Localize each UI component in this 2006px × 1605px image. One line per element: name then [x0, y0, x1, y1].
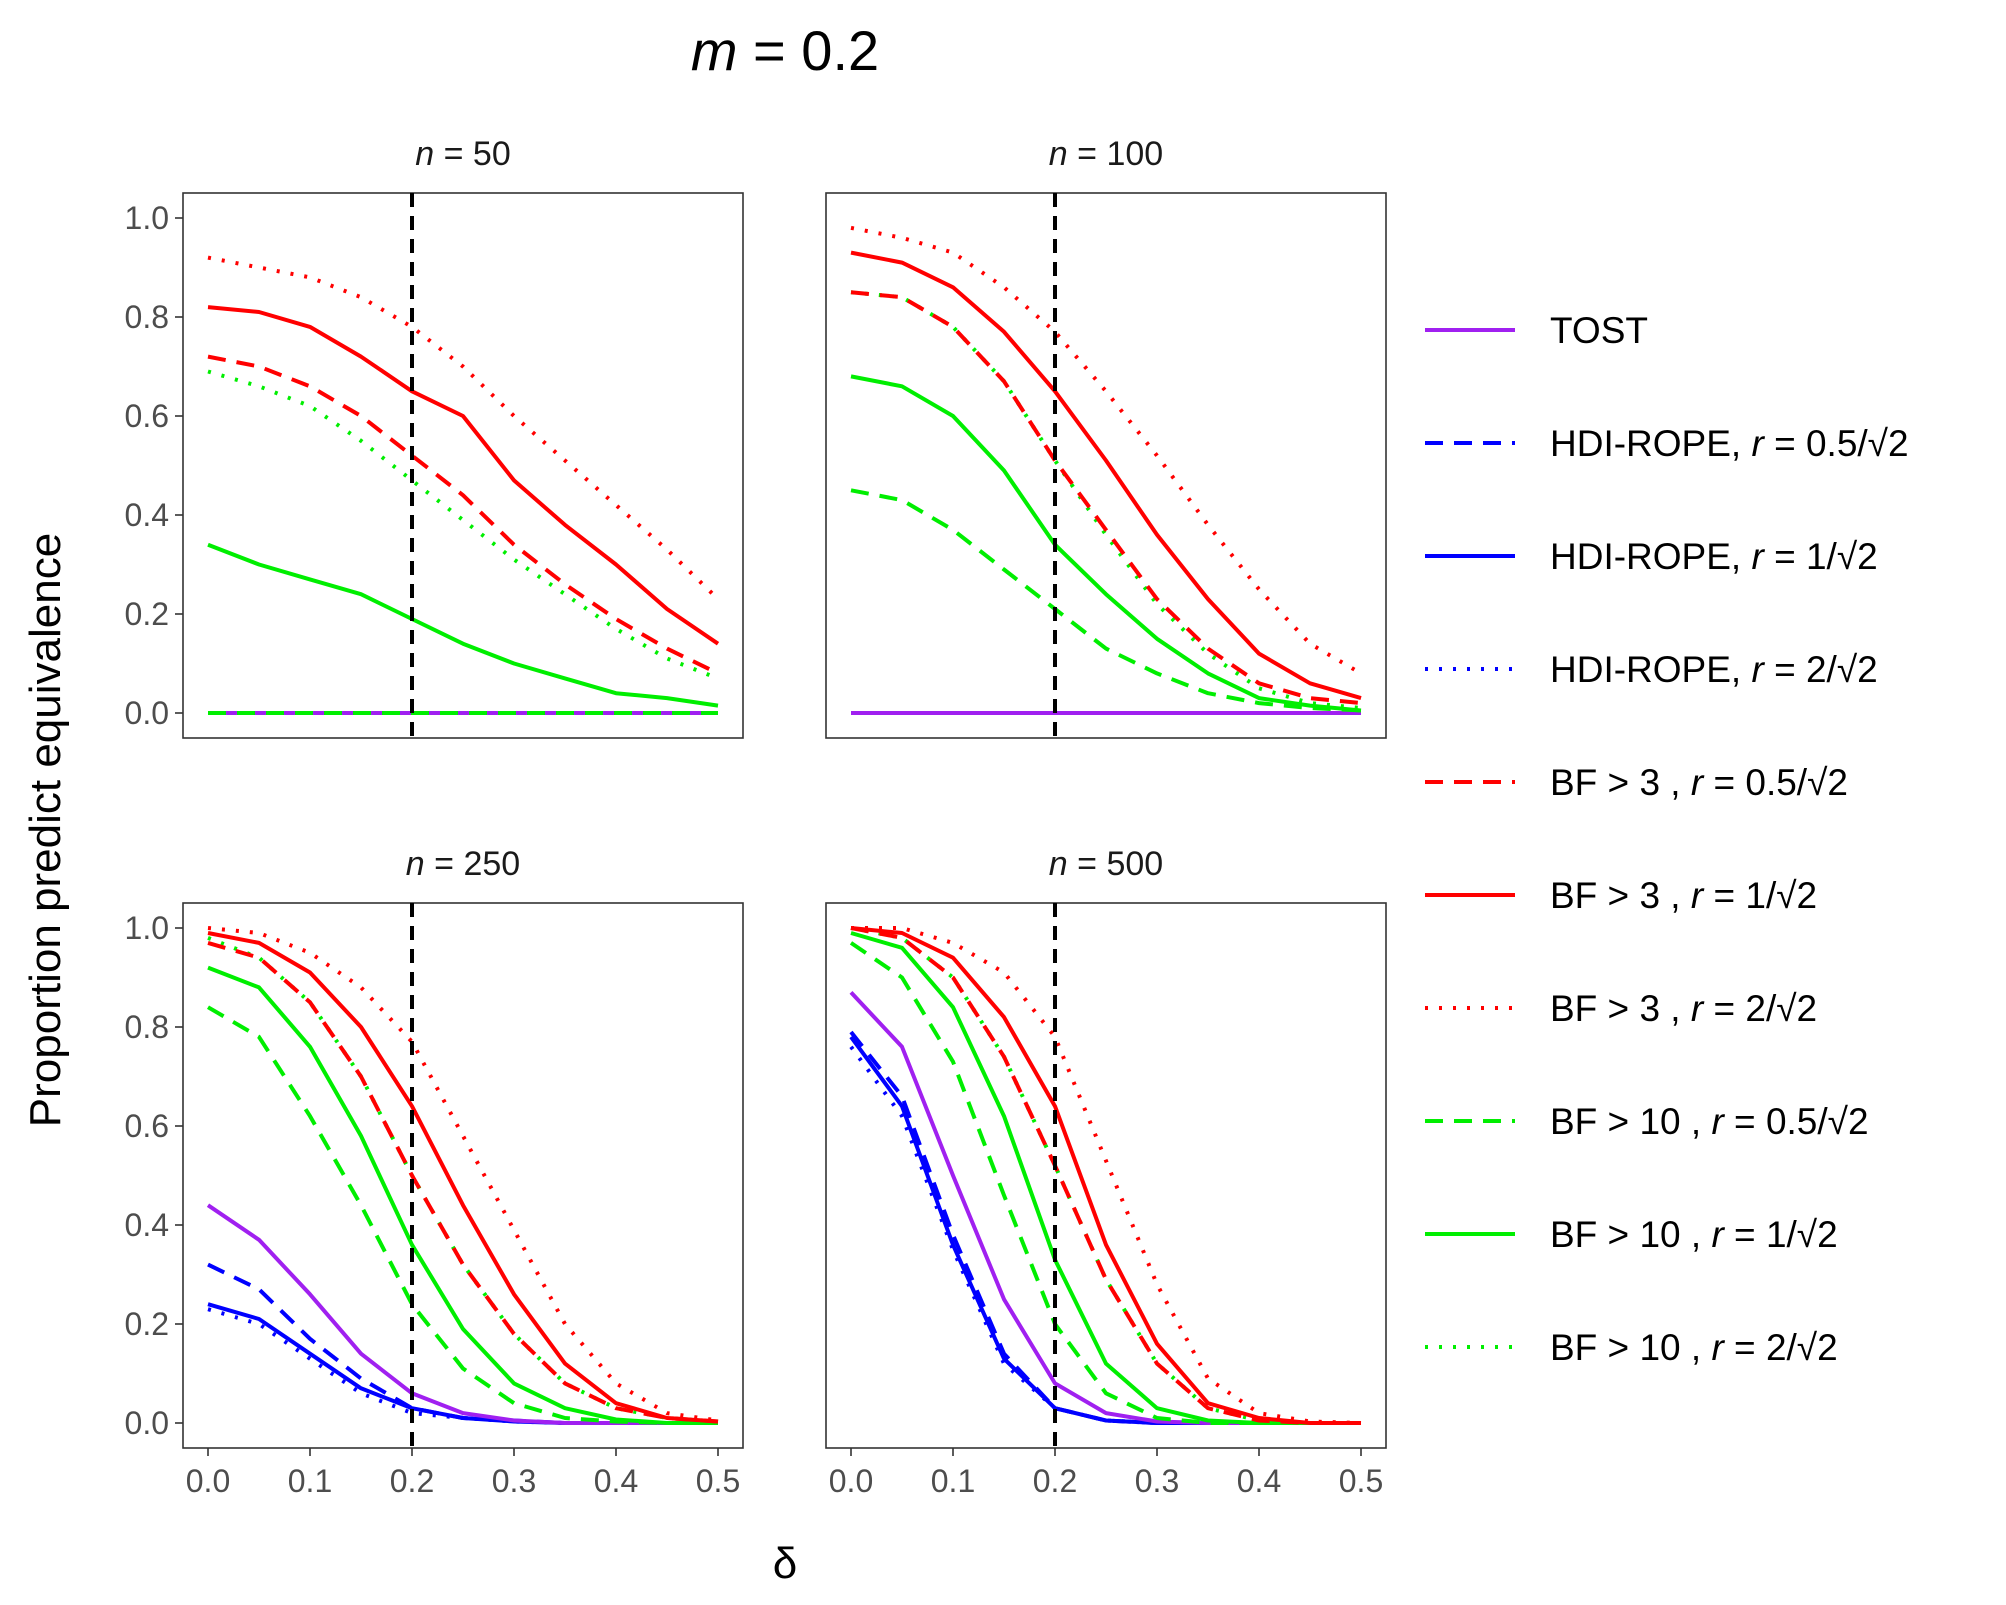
panels: n = 50 0.0 0.2 0.4 0.6 0.8 1.0 n = 100 n = 250 0.… [125, 135, 1387, 1499]
panel-1: n = 50 0.0 0.2 0.4 0.6 0.8 1.0 [125, 135, 744, 739]
legend-item-hdi1: HDI-ROPE, r = 1/√2 [1425, 536, 1878, 577]
panel-4: n = 500 0.0 0.1 0.2 0.3 0.4 0.5 [825, 845, 1387, 1499]
x-tick-label: 0.4 [594, 1463, 638, 1499]
y-tick-label: 0.0 [125, 695, 169, 731]
legend-label: BF > 10 , r = 2/√2 [1550, 1327, 1838, 1368]
legend-label: HDI-ROPE, r = 2/√2 [1550, 649, 1878, 690]
x-tick-label: 0.5 [696, 1463, 740, 1499]
series-line-bf3_1 [850, 926, 1361, 1425]
y-tick-label: 0.4 [125, 1207, 169, 1243]
legend-item-hdi2: HDI-ROPE, r = 2/√2 [1425, 649, 1878, 690]
y-tick-label: 1.0 [125, 200, 169, 236]
series-line-tost [206, 1203, 718, 1425]
legend-label: TOST [1550, 310, 1648, 351]
series-line-bf10_1 [207, 965, 718, 1425]
series-line-bf3_2 [207, 255, 720, 601]
series-line-bf10_1 [850, 374, 1362, 713]
panel-3: n = 250 0.0 0.2 0.4 0.6 0.8 1.0 0.0 0.1 0.2 0.3 0.4… [125, 845, 744, 1499]
panel-border [825, 192, 1387, 739]
series-line-bf3_05 [850, 290, 1362, 706]
legend-label: BF > 10 , r = 0.5/√2 [1550, 1101, 1869, 1142]
series-line-bf10_1 [850, 931, 1361, 1425]
series-line-bf3_1 [207, 931, 719, 1424]
y-tick-label: 1.0 [125, 910, 169, 946]
legend-item-bf10_1: BF > 10 , r = 1/√2 [1425, 1214, 1838, 1255]
legend-item-bf3_05: BF > 3 , r = 0.5/√2 [1425, 762, 1848, 803]
series-line-hdi05 [849, 1030, 1361, 1425]
x-tick-label: 0.1 [288, 1463, 332, 1499]
legend-label: HDI-ROPE, r = 1/√2 [1550, 536, 1878, 577]
x-tick-label: 0.2 [1033, 1463, 1077, 1499]
series-line-bf3_05 [207, 940, 719, 1424]
x-tick-label: 0.0 [829, 1463, 873, 1499]
y-axis-title: Proportion predict equivalence [21, 533, 70, 1127]
x-tick-label: 0.3 [492, 1463, 536, 1499]
series-line-bf10_05 [850, 488, 1362, 713]
series-line-bf3_1 [850, 250, 1362, 701]
y-tick-label: 0.2 [125, 1306, 169, 1342]
panel-label: n = 250 [406, 845, 520, 883]
panel-label: n = 50 [415, 135, 511, 173]
x-tick-label: 0.2 [390, 1463, 434, 1499]
legend-item-bf3_2: BF > 3 , r = 2/√2 [1425, 988, 1817, 1029]
x-axis-title: δ [773, 1539, 798, 1588]
panel-border [825, 902, 1387, 1449]
legend-item-tost: TOST [1425, 310, 1648, 351]
series-line-bf3_05 [850, 926, 1361, 1425]
series-line-bf10_2 [207, 369, 719, 681]
legend-item-hdi05: HDI-ROPE, r = 0.5/√2 [1425, 423, 1909, 464]
legend-item-bf10_05: BF > 10 , r = 0.5/√2 [1425, 1101, 1869, 1142]
panel-border [182, 902, 744, 1449]
panel-border [182, 192, 744, 739]
x-tick-label: 0.4 [1237, 1463, 1281, 1499]
y-tick-label: 0.8 [125, 299, 169, 335]
y-tick-label: 0.6 [125, 1108, 169, 1144]
legend-label: BF > 3 , r = 0.5/√2 [1550, 762, 1848, 803]
y-tick-label: 0.6 [125, 398, 169, 434]
series-line-hdi2 [207, 1307, 718, 1425]
legend-label: BF > 3 , r = 1/√2 [1550, 875, 1817, 916]
legend-item-bf3_1: BF > 3 , r = 1/√2 [1425, 875, 1817, 916]
legend-label: HDI-ROPE, r = 0.5/√2 [1550, 423, 1909, 464]
x-tick-label: 0.0 [186, 1463, 230, 1499]
x-tick-label: 0.5 [1339, 1463, 1383, 1499]
panel-label: n = 500 [1049, 845, 1163, 883]
series-line-bf10_1 [207, 542, 719, 708]
y-tick-label: 0.0 [125, 1405, 169, 1441]
x-tick-label: 0.3 [1135, 1463, 1179, 1499]
series-line-bf10_05 [206, 1005, 718, 1425]
y-tick-label: 0.8 [125, 1009, 169, 1045]
series-line-bf3_1 [207, 305, 720, 646]
legend-label: BF > 3 , r = 2/√2 [1550, 988, 1817, 1029]
series-line-bf3_05 [207, 354, 719, 676]
x-tick-label: 0.1 [931, 1463, 975, 1499]
legend: TOST HDI-ROPE, r = 0.5/√2 HDI-ROPE, r = 1/… [1425, 310, 1909, 1368]
y-tick-label: 0.4 [125, 497, 169, 533]
y-tick-label: 0.2 [125, 596, 169, 632]
panel-2: n = 100 [825, 135, 1387, 739]
main-title: m = 0.2 [691, 19, 879, 82]
series-line-bf3_2 [851, 926, 1362, 1425]
legend-item-bf10_2: BF > 10 , r = 2/√2 [1425, 1327, 1838, 1368]
legend-label: BF > 10 , r = 1/√2 [1550, 1214, 1838, 1255]
panel-label: n = 100 [1049, 135, 1163, 173]
